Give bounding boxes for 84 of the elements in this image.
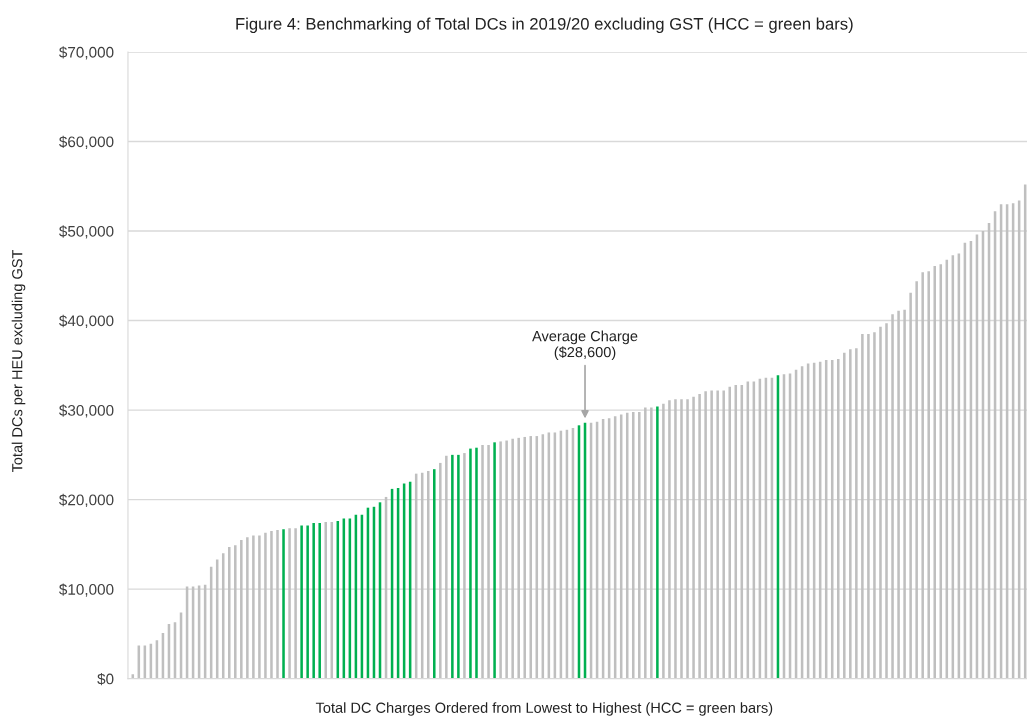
x-axis-title: Total DC Charges Ordered from Lowest to Highest (HCC = green bars) xyxy=(315,702,773,716)
bar xyxy=(855,348,858,679)
bar xyxy=(722,390,725,679)
bar xyxy=(221,553,225,679)
bar xyxy=(933,265,937,679)
y-tick-label: $20,000 xyxy=(59,493,114,508)
bar xyxy=(879,326,882,679)
bar xyxy=(505,440,508,679)
y-tick-label: $10,000 xyxy=(59,583,114,597)
bar xyxy=(698,393,701,679)
bar xyxy=(734,385,738,679)
bar xyxy=(252,535,255,679)
bar xyxy=(306,525,309,679)
bar xyxy=(529,436,533,679)
bar xyxy=(710,390,713,679)
bar xyxy=(433,469,436,679)
bar xyxy=(517,437,520,679)
bar xyxy=(228,547,231,679)
bar xyxy=(270,530,273,679)
bar xyxy=(312,522,315,679)
bar xyxy=(704,391,707,679)
bar xyxy=(921,272,924,679)
bar xyxy=(897,310,900,679)
bar xyxy=(318,522,321,679)
bar xyxy=(680,399,683,679)
bar xyxy=(830,359,834,679)
bar xyxy=(662,403,665,679)
bar xyxy=(288,528,291,679)
bar xyxy=(487,445,490,679)
bar xyxy=(282,529,285,679)
bar xyxy=(457,454,460,679)
bar xyxy=(909,292,912,679)
bar xyxy=(927,271,930,679)
bar xyxy=(234,545,237,679)
bar xyxy=(915,281,918,679)
bar xyxy=(644,407,647,679)
bar xyxy=(656,406,659,679)
bar xyxy=(692,396,695,679)
annotation: Average Charge ($28,600) xyxy=(532,330,638,361)
bar xyxy=(650,407,653,679)
bar xyxy=(843,352,846,679)
bar xyxy=(276,530,279,679)
bar xyxy=(246,537,249,679)
y-tick-label: $60,000 xyxy=(59,135,114,149)
bar xyxy=(873,332,876,679)
bar xyxy=(258,535,261,679)
bar xyxy=(861,334,864,679)
bar xyxy=(475,447,478,679)
bar xyxy=(511,438,514,679)
bar xyxy=(493,442,496,679)
bar xyxy=(469,448,472,679)
bar xyxy=(849,349,852,679)
bar xyxy=(300,525,303,679)
bar xyxy=(324,522,328,679)
y-tick-label: $0 xyxy=(97,672,114,686)
bar xyxy=(674,399,677,679)
bar xyxy=(903,309,906,679)
bar xyxy=(523,436,526,679)
bar xyxy=(481,445,484,679)
bar xyxy=(638,411,641,679)
bar xyxy=(686,399,689,679)
bar xyxy=(439,462,442,679)
bar xyxy=(885,323,888,679)
bar xyxy=(668,400,671,679)
bar xyxy=(716,390,719,679)
bar xyxy=(451,454,454,679)
y-tick-label: $30,000 xyxy=(59,404,114,418)
bar xyxy=(264,532,267,679)
bar xyxy=(445,455,448,679)
bar xyxy=(294,528,297,679)
bar xyxy=(837,359,840,679)
y-axis-title: Total DCs per HEU excluding GST xyxy=(11,249,26,473)
y-tick-label: $40,000 xyxy=(59,314,114,329)
bar xyxy=(867,334,870,679)
bar xyxy=(728,386,731,679)
bar xyxy=(463,453,466,679)
bar xyxy=(499,441,502,679)
bar xyxy=(631,411,635,679)
bar xyxy=(891,314,894,679)
y-tick-label: $50,000 xyxy=(59,225,114,239)
bar xyxy=(240,539,243,679)
chart-title: Figure 4: Benchmarking of Total DCs in 2019/20 excluding GST (HCC = green bars) xyxy=(236,17,853,34)
bar xyxy=(426,470,430,679)
y-tick-label: $70,000 xyxy=(59,46,114,60)
